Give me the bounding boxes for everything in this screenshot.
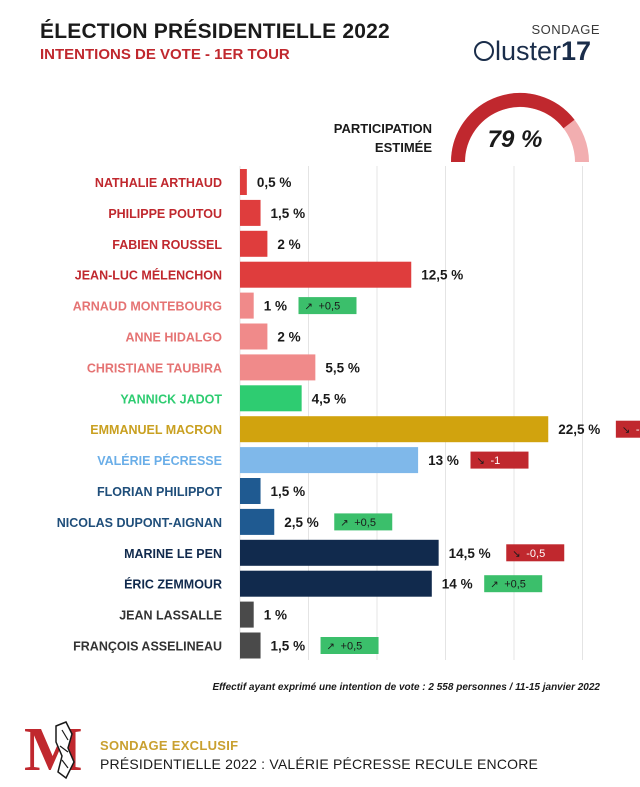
value-label: 4,5 %	[312, 391, 347, 406]
candidate-label: ARNAUD MONTEBOURG	[73, 300, 222, 314]
change-badge-down: ↘ -0,5	[506, 544, 565, 562]
value-label: 14 %	[442, 577, 473, 592]
candidate-label: PHILIPPE POUTOU	[108, 207, 222, 221]
change-badge-up: ↗ +0,5	[320, 637, 379, 654]
change-badge-down: ↘ -0,5	[615, 420, 640, 438]
participation-label: PARTICIPATION ESTIMÉE	[334, 119, 432, 157]
candidate-label: NICOLAS DUPONT-AIGNAN	[57, 516, 222, 530]
bar	[240, 292, 254, 319]
change-value: -0,5	[526, 548, 545, 560]
arrow-down-icon: ↘	[477, 456, 485, 467]
sondage-label: SONDAGE	[531, 22, 600, 37]
value-label: 0,5 %	[257, 175, 292, 190]
value-label: 1,5 %	[271, 206, 306, 221]
value-label: 2 %	[277, 330, 300, 345]
bar	[240, 261, 412, 288]
value-label: 22,5 %	[558, 422, 600, 437]
arrow-down-icon: ↘	[512, 549, 520, 560]
value-label: 1 %	[264, 299, 287, 314]
gauge-fill	[451, 93, 575, 163]
arrow-up-icon: ↗	[305, 302, 313, 313]
change-badge-up: ↗ +0,5	[334, 513, 393, 531]
candidate-label: FABIEN ROUSSEL	[112, 238, 222, 252]
change-value: +0,5	[354, 517, 376, 529]
candidate-label: JEAN LASSALLE	[119, 609, 222, 623]
footnote: Effectif ayant exprimé une intention de …	[212, 682, 600, 693]
candidate-label: ÉRIC ZEMMOUR	[124, 577, 222, 592]
bar	[240, 230, 268, 257]
bar	[240, 199, 261, 226]
chart-subtitle: INTENTIONS DE VOTE - 1ER TOUR	[40, 46, 290, 63]
value-label: 5,5 %	[325, 360, 360, 375]
value-label: 1,5 %	[271, 639, 306, 654]
value-label: 14,5 %	[449, 546, 491, 561]
change-value: +0,5	[504, 579, 526, 591]
participation-value: 79 %	[487, 126, 543, 153]
value-label: 1 %	[264, 608, 287, 623]
bar	[240, 570, 432, 597]
brand-name: luster	[495, 36, 562, 66]
exclusive-label: SONDAGE EXCLUSIF	[100, 738, 239, 753]
bar	[240, 416, 549, 443]
participation-label-line1: PARTICIPATION	[333, 121, 432, 136]
arrow-down-icon: ↘	[622, 425, 630, 436]
candidate-label: JEAN-LUC MÉLENCHON	[75, 268, 222, 283]
bar	[240, 478, 261, 504]
change-value: +0,5	[319, 301, 341, 313]
bar	[240, 601, 254, 628]
change-badge-up: ↗ +0,5	[484, 575, 543, 593]
cluster-c-icon	[474, 41, 494, 61]
change-badge-bg	[320, 637, 379, 654]
value-label: 2,5 %	[284, 515, 319, 530]
candidate-label: CHRISTIANE TAUBIRA	[87, 361, 222, 375]
change-badge-bg	[615, 420, 640, 438]
participation-label-line2: ESTIMÉE	[374, 140, 432, 155]
change-badge-bg	[298, 297, 357, 315]
cluster17-logo: luster17	[474, 36, 591, 67]
change-badge-up: ↗ +0,5	[298, 297, 357, 315]
bar	[240, 632, 261, 659]
bar	[240, 385, 302, 412]
change-value: +0,5	[341, 641, 363, 653]
participation-gauge	[451, 93, 589, 163]
arrow-up-icon: ↗	[340, 518, 348, 529]
marianne-logo: M	[24, 716, 82, 782]
candidate-label: YANNICK JADOT	[120, 392, 222, 406]
change-badge-bg	[506, 544, 565, 562]
value-label: 1,5 %	[271, 484, 306, 499]
value-label: 2 %	[277, 237, 300, 252]
candidate-label: FRANÇOIS ASSELINEAU	[73, 640, 222, 654]
bar	[240, 354, 316, 381]
change-badge-bg	[470, 451, 529, 469]
candidate-label: NATHALIE ARTHAUD	[95, 176, 222, 190]
bar	[240, 539, 439, 566]
bar	[240, 169, 247, 195]
arrow-up-icon: ↗	[490, 580, 498, 591]
brand-number: 17	[561, 36, 592, 66]
value-label: 12,5 %	[421, 268, 463, 283]
logo-letter: M	[24, 716, 82, 782]
candidate-label: MARINE LE PEN	[124, 547, 222, 561]
candidate-label: FLORIAN PHILIPPOT	[97, 485, 222, 499]
chart-title: ÉLECTION PRÉSIDENTIELLE 2022	[40, 20, 390, 43]
bar	[240, 323, 268, 350]
candidate-label: ANNE HIDALGO	[125, 331, 222, 345]
change-badge-bg	[334, 513, 393, 531]
candidate-label: EMMANUEL MACRON	[90, 423, 222, 437]
change-value: -1	[491, 455, 501, 467]
change-badge-bg	[484, 575, 543, 593]
bar	[240, 447, 419, 474]
candidate-label: VALÉRIE PÉCRESSE	[97, 453, 222, 468]
change-value: -0,5	[636, 424, 640, 436]
change-badge-down: ↘ -1	[470, 451, 529, 469]
bar	[240, 508, 275, 535]
arrow-up-icon: ↗	[327, 642, 335, 653]
headline: PRÉSIDENTIELLE 2022 : VALÉRIE PÉCRESSE R…	[100, 756, 539, 772]
value-label: 13 %	[428, 453, 459, 468]
